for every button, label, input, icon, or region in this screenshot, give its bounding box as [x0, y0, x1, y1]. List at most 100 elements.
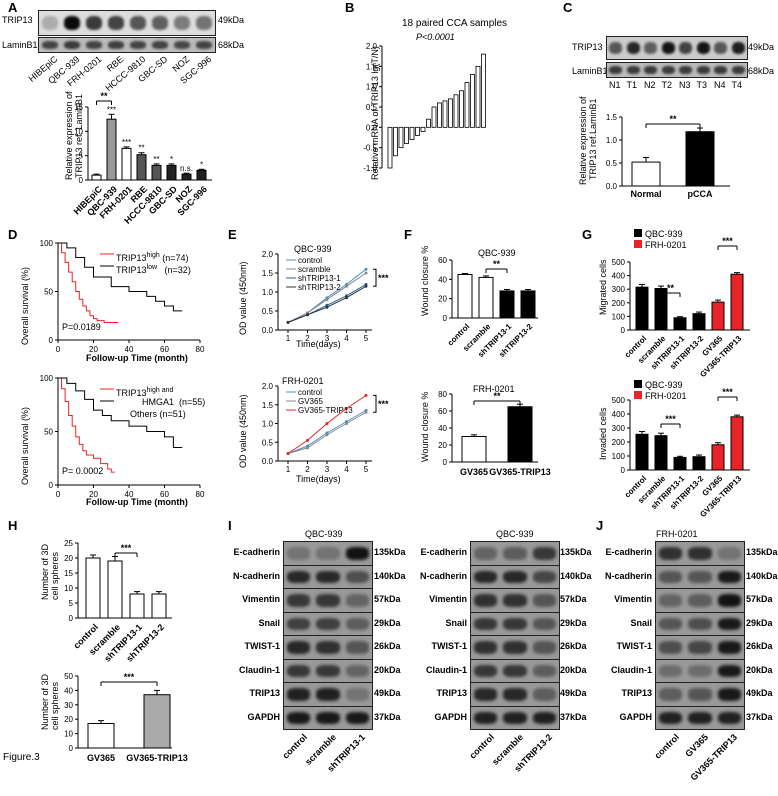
a-bar — [136, 154, 147, 181]
e-bottom-point — [345, 422, 348, 425]
i-left-kda-label: 57kDa — [374, 594, 401, 604]
e-bottom-point — [306, 438, 309, 442]
d-top-km-curve — [58, 242, 119, 324]
e-top-sig-bracket — [373, 268, 377, 287]
f-bottom-y-tick-label: 80 — [438, 390, 447, 399]
i-left-band — [345, 617, 369, 630]
e-top-point — [306, 313, 309, 317]
g-top-legend-label: FRH-0201 — [645, 240, 687, 250]
j-kda-label: 29kDa — [746, 617, 773, 628]
i-left-band — [316, 594, 340, 607]
i-right-band — [503, 594, 527, 607]
g-top-y-tick-label: 100 — [612, 312, 626, 321]
g-bottom-bar — [730, 416, 744, 471]
c-lane-label: T1 — [626, 80, 638, 90]
b-bar — [409, 126, 415, 140]
i-left-band — [316, 617, 340, 630]
i-left-kda-label: 37kDa — [374, 711, 401, 722]
e-top-point — [325, 296, 329, 300]
a-trip13-blot — [38, 10, 216, 36]
i-right-band — [532, 664, 556, 677]
c-bar — [685, 131, 715, 187]
g-top-y-tick-label: 500 — [612, 258, 626, 267]
c-trip13-blot — [606, 36, 748, 60]
i-right-band — [474, 617, 498, 630]
j-protein-label: TRIP13 — [621, 688, 652, 698]
j-band — [659, 711, 683, 724]
j-blot-row — [655, 705, 745, 730]
a-trip13-band — [151, 16, 169, 30]
j-kda-label: 26kDa — [746, 641, 773, 651]
h-bottom-category-label: GV365 — [87, 753, 115, 763]
e-top-title: QBC-939 — [294, 244, 332, 254]
j-blot-row — [655, 682, 745, 707]
d-bottom-y-tick-label: 50 — [44, 428, 53, 437]
h-top-sig-label: *** — [121, 543, 132, 553]
e-top-point — [345, 282, 348, 286]
c-bar — [631, 161, 661, 187]
e-top-xlabel: Time(days) — [296, 339, 341, 349]
c-trip13-band — [696, 41, 710, 55]
a-sig-label: ** — [153, 155, 159, 164]
i-right-band — [474, 594, 498, 607]
a-ylabel-2: TRIP13 ref. LaminB1 — [74, 93, 84, 178]
i-left-band — [316, 547, 340, 560]
c-laminb1-band — [714, 66, 728, 74]
i-left-blot-row — [283, 541, 373, 566]
g-bottom-y-tick-label: 100 — [612, 452, 626, 461]
i-left-band — [345, 688, 369, 701]
e-top-point — [325, 303, 329, 307]
f-bottom-bar — [507, 406, 533, 463]
c-kda-68: 68kDa — [748, 66, 775, 76]
e-bottom-ylabel: OD value (450nm) — [238, 394, 248, 468]
h-top-y-tick-label: 10 — [64, 584, 73, 593]
i-left-kda-label: 26kDa — [374, 641, 401, 651]
c-category-label: Normal — [630, 189, 661, 199]
b-bar — [442, 100, 448, 128]
g-top-bar — [711, 301, 725, 331]
c-trip13-band — [661, 41, 675, 55]
i-left-blot-row — [283, 564, 373, 589]
f-bottom-ylabel: Wound closure % — [420, 391, 430, 462]
i-left-kda-label: 29kDa — [374, 617, 401, 628]
e-top-point — [286, 320, 290, 324]
g-top-bar — [730, 273, 744, 331]
c-laminb1-band — [679, 66, 693, 74]
j-band — [717, 547, 741, 560]
a-trip13-band — [85, 16, 103, 30]
a-sig-label: n.s. — [180, 164, 193, 173]
a-trip13-band — [41, 16, 59, 30]
e-top-point — [306, 311, 309, 315]
j-band — [717, 617, 741, 630]
b-bar — [415, 126, 420, 136]
c-trip13-band — [731, 41, 745, 55]
a-bar — [196, 169, 207, 181]
i-left-band — [345, 547, 369, 560]
i-left-protein-label: TWIST-1 — [244, 641, 281, 651]
e-top-legend-label: control — [298, 256, 322, 265]
f-bottom-title: FRH-0201 — [473, 384, 515, 394]
e-top-point — [364, 267, 368, 271]
c-ylabel-1: Relative expression of — [578, 96, 588, 185]
h-top-y-tick-label: 15 — [64, 569, 73, 578]
a-bar — [166, 164, 177, 181]
g-top-bar — [654, 288, 668, 331]
f-top-sig-label: ** — [493, 259, 501, 269]
a-trip13-band — [173, 16, 191, 30]
i-right-band — [503, 641, 527, 654]
j-blot-row — [655, 564, 745, 589]
j-band — [688, 641, 712, 654]
e-top-point — [345, 284, 348, 288]
j-kda-label: 20kDa — [746, 664, 773, 675]
e-bottom-y-tick-label: 2.0 — [262, 382, 274, 391]
i-left-blot-row — [283, 588, 373, 613]
c-lane-label: N3 — [679, 80, 691, 90]
e-top-line — [287, 285, 367, 323]
i-right-blot-row — [470, 564, 560, 589]
e-top-y-tick-label: 2.0 — [262, 250, 274, 259]
d-bottom-pvalue: P= 0.0002 — [62, 466, 104, 476]
e-bottom-legend-label: GV365-TRIP13 — [298, 406, 353, 415]
h-top-bar — [107, 560, 123, 619]
h-bottom-bar — [87, 723, 115, 749]
h-top-bar — [151, 593, 167, 619]
